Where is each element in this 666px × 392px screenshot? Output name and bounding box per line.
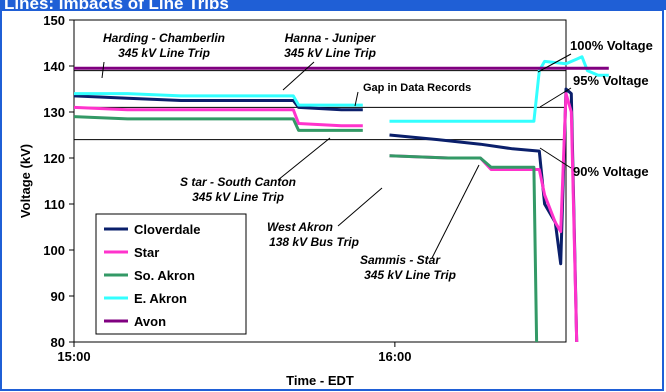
- annotation-star-line1: S tar - South Canton: [180, 175, 296, 189]
- annotation-sammis-line1: Sammis - Star: [360, 253, 441, 267]
- legend-label-cloverdale: Cloverdale: [134, 222, 200, 237]
- annotation-westakron-line2: 138 kV Bus Trip: [269, 235, 359, 249]
- label-95-voltage: 95% Voltage: [573, 73, 649, 88]
- annotation-star-line2: 345 kV Line Trip: [192, 190, 284, 204]
- annotation-gap-text: Gap in Data Records: [363, 82, 471, 94]
- series-layer: [73, 55, 609, 343]
- annotation-hanna-line1: Hanna - Juniper: [285, 31, 377, 45]
- annotation-hanna-arrow: [282, 61, 315, 91]
- pointer-100-voltage: [537, 53, 572, 73]
- annotation-hanna: Hanna - Juniper 345 kV Line Trip: [282, 31, 377, 91]
- x-tick-label: 15:00: [57, 349, 90, 364]
- annotation-star: S tar - South Canton 345 kV Line Trip: [180, 137, 331, 204]
- legend: Cloverdale Star So. Akron E. Akron Avon: [95, 213, 247, 335]
- legend-label-so-akron: So. Akron: [134, 268, 195, 283]
- legend-label-avon: Avon: [134, 314, 166, 329]
- y-tick-label: 150: [43, 13, 65, 28]
- annotation-sammis-arrow: [431, 164, 480, 259]
- x-tick-label: 16:00: [378, 349, 411, 364]
- pointer-90-voltage: [539, 147, 572, 169]
- y-tick-label: 90: [51, 289, 65, 304]
- y-axis-label: Voltage (kV): [18, 144, 33, 218]
- annotation-sammis-line2: 345 kV Line Trip: [364, 268, 456, 282]
- y-tick-label: 120: [43, 151, 65, 166]
- legend-label-e-akron: E. Akron: [134, 291, 187, 306]
- label-100-voltage: 100% Voltage: [570, 38, 653, 53]
- y-tick-label: 110: [44, 197, 65, 212]
- annotation-star-arrow: [277, 137, 331, 181]
- x-axis: 15:00 16:00: [57, 342, 411, 364]
- y-tick-label: 130: [43, 105, 65, 120]
- annotation-harding: Harding - Chamberlin 345 kV Line Trip: [101, 31, 225, 79]
- y-tick-label: 100: [43, 243, 65, 258]
- legend-label-star: Star: [134, 245, 159, 260]
- annotation-westakron: West Akron 138 kV Bus Trip: [267, 187, 383, 249]
- label-90-voltage: 90% Voltage: [573, 164, 649, 179]
- annotation-westakron-arrow: [337, 187, 383, 227]
- pointer-95-voltage: [539, 87, 572, 108]
- y-axis: 80 90 100 110 120 130 140 150: [43, 13, 74, 350]
- annotation-gap-arrow: [354, 91, 359, 107]
- y-tick-label: 80: [51, 335, 65, 350]
- y-tick-label: 140: [43, 59, 65, 74]
- x-axis-label: Time - EDT: [286, 373, 354, 388]
- annotation-harding-arrow: [101, 61, 105, 79]
- title-banner: [0, 0, 666, 10]
- annotation-sammis: Sammis - Star 345 kV Line Trip: [360, 164, 480, 282]
- annotation-harding-line2: 345 kV Line Trip: [118, 46, 210, 60]
- annotation-gap: Gap in Data Records: [354, 82, 471, 107]
- annotation-westakron-line1: West Akron: [267, 220, 333, 234]
- annotation-hanna-line2: 345 kV Line Trip: [284, 46, 376, 60]
- annotation-harding-line1: Harding - Chamberlin: [103, 31, 225, 45]
- series-line-so-akron: [73, 115, 539, 343]
